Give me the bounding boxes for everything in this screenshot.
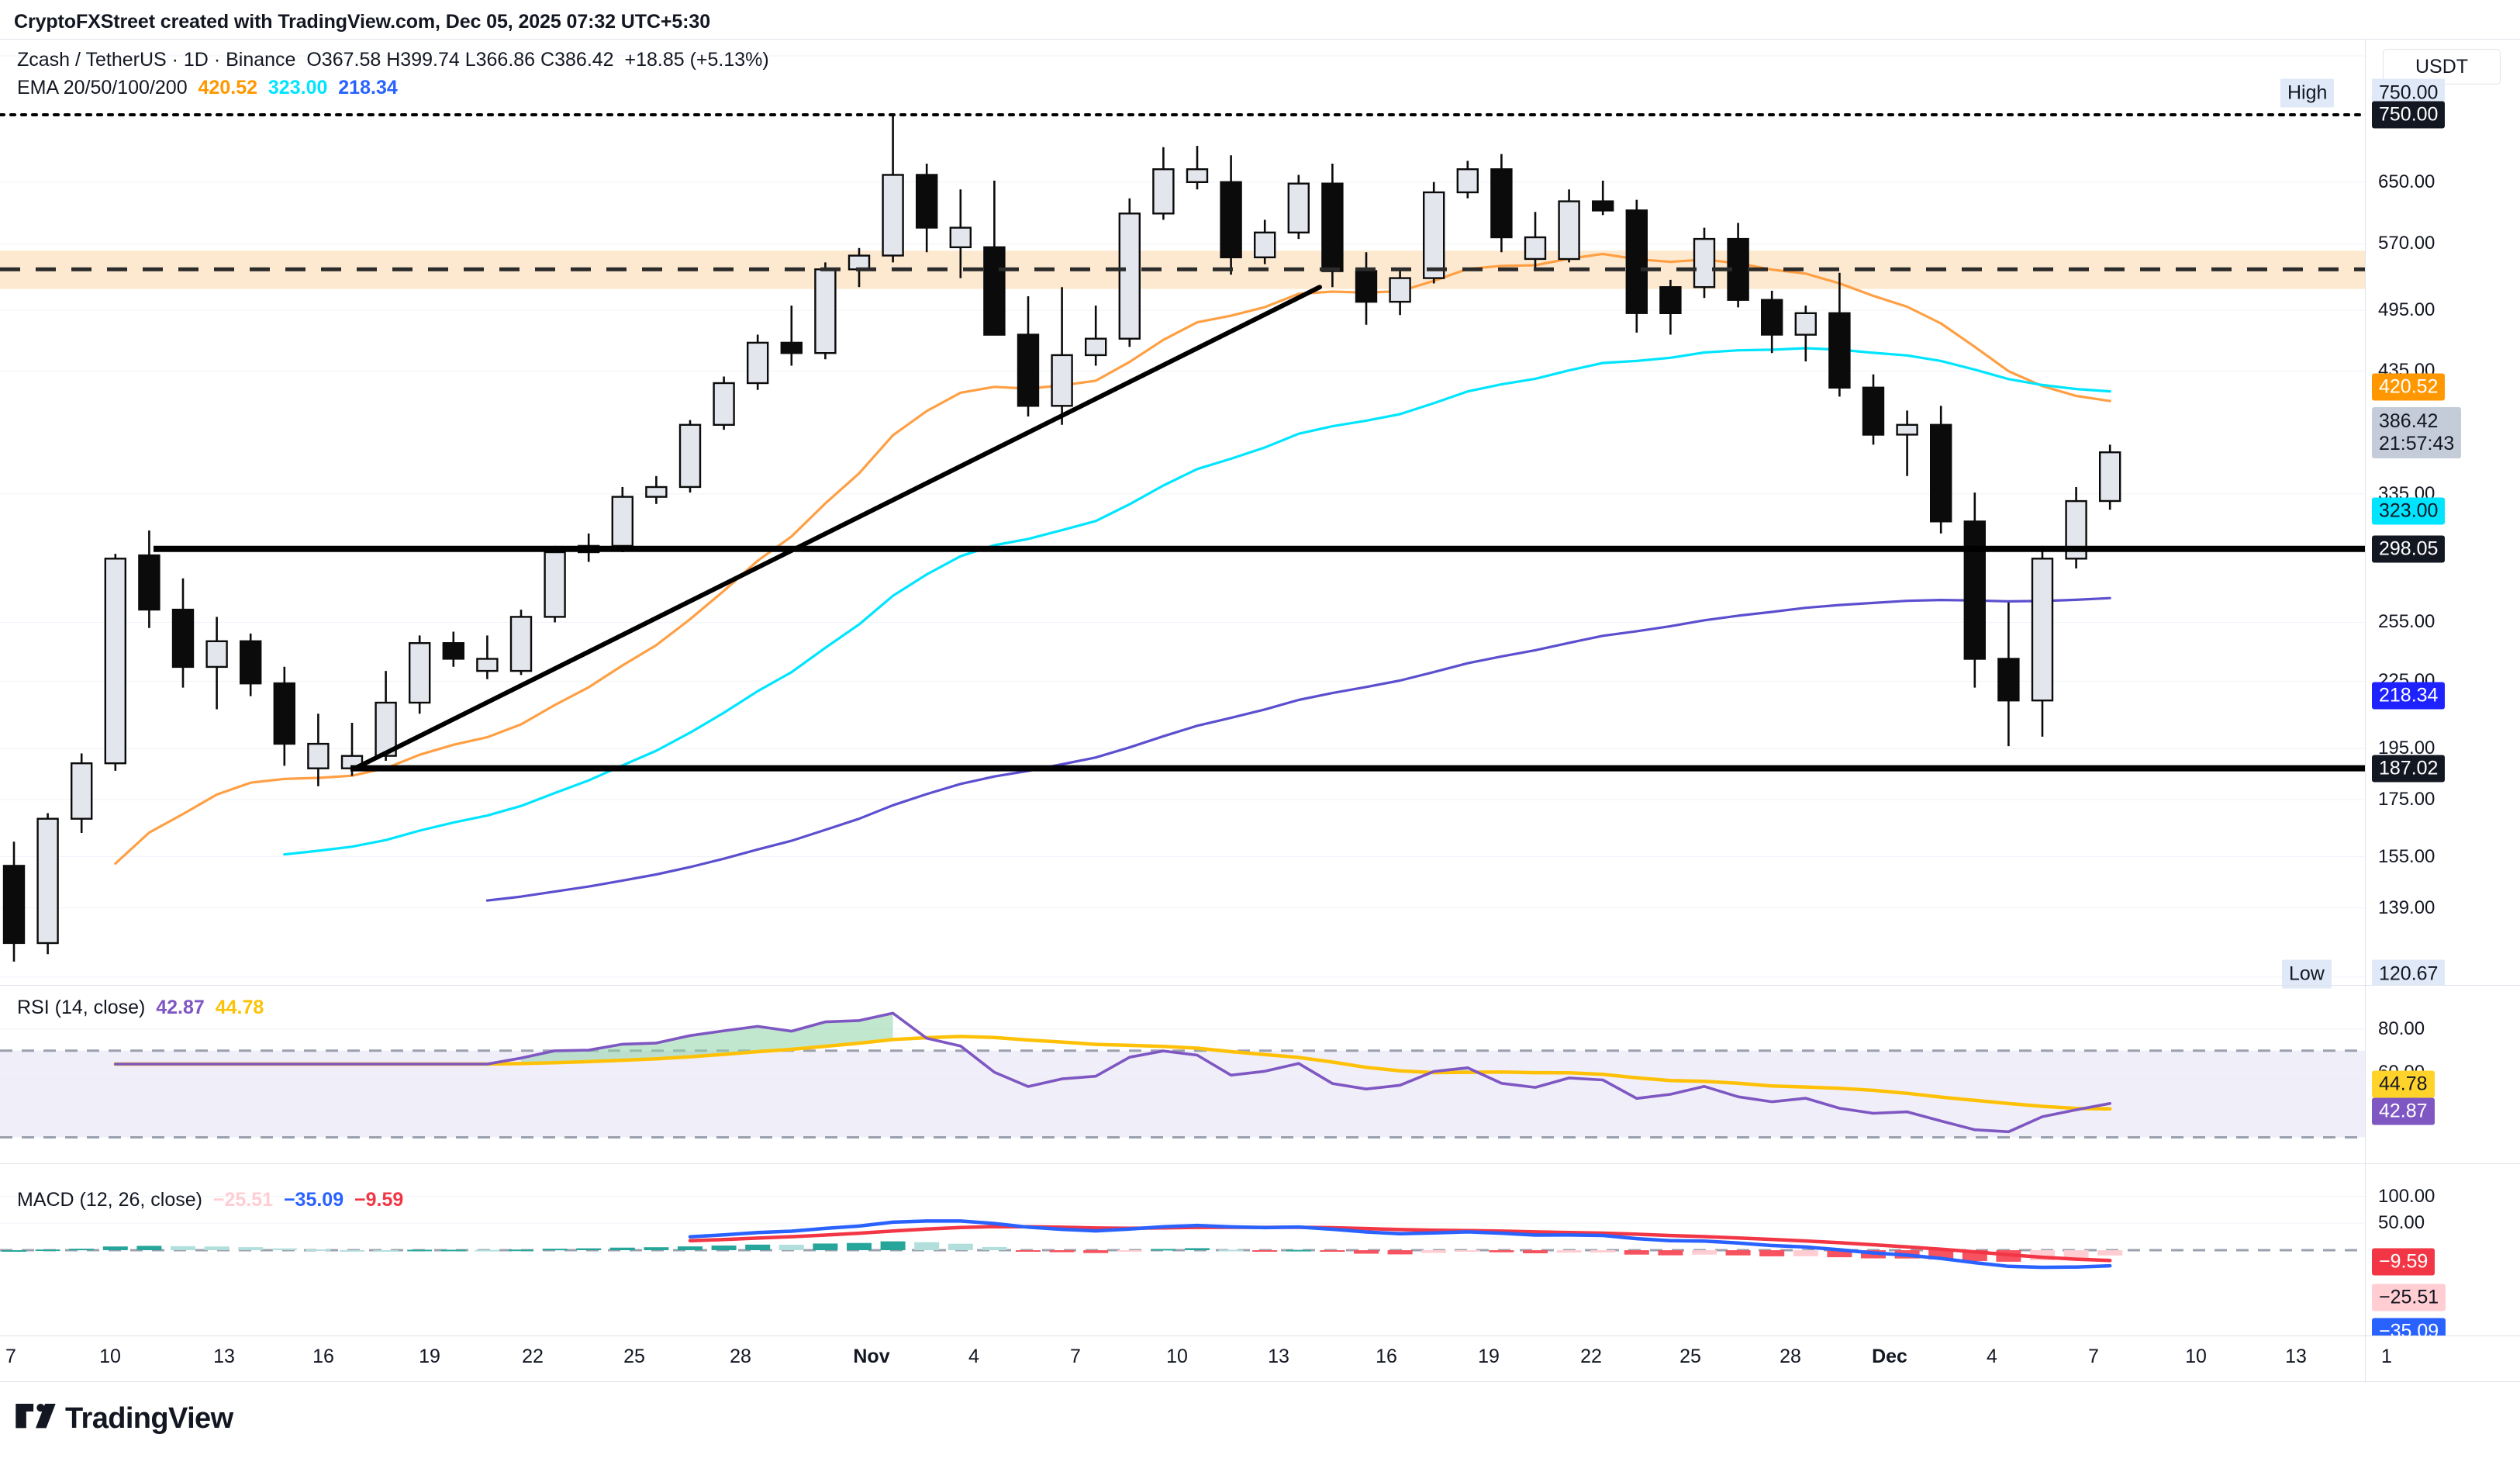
time-axis[interactable]: 7 10 13 16 19 22 25 28 Nov 4 7 10 13 16 19 22 25 28 Dec 4 7 1… bbox=[0, 1336, 2520, 1382]
rsi-chart-svg bbox=[0, 1011, 2365, 1139]
time-label-18: Dec bbox=[1872, 1346, 1907, 1367]
price-tick-139-00: 139.00 bbox=[2378, 897, 2435, 918]
price-badge-386-42-countdown: 21:57:43 bbox=[2379, 433, 2455, 455]
rsi-plot-area[interactable] bbox=[0, 986, 2365, 1163]
time-label-16: 25 bbox=[1679, 1346, 1701, 1367]
time-label-0: 7 bbox=[5, 1346, 16, 1367]
macd-tick-100: 100.00 bbox=[2378, 1185, 2435, 1207]
macd-hist-badge[interactable]: −25.51 bbox=[2372, 1284, 2446, 1311]
rsi-badge[interactable]: 42.87 bbox=[2372, 1097, 2435, 1125]
time-label-7: 28 bbox=[730, 1346, 751, 1367]
price-badge-323-00[interactable]: 323.00 bbox=[2372, 497, 2446, 525]
macd-plot-area[interactable] bbox=[0, 1164, 2365, 1336]
price-badge-750-00[interactable]: 750.00 bbox=[2372, 101, 2446, 129]
rsi-tick-80: 80.00 bbox=[2378, 1018, 2425, 1039]
price-axis[interactable]: USDT 750.00650.00570.00495.00435.00335.0… bbox=[2280, 40, 2520, 989]
time-label-4: 19 bbox=[419, 1346, 440, 1367]
time-axis-separator bbox=[2365, 1336, 2366, 1381]
price-low-label: Low bbox=[2282, 959, 2332, 989]
macd-signal-badge[interactable]: −9.59 bbox=[2372, 1248, 2435, 1276]
price-badge-298-05[interactable]: 298.05 bbox=[2372, 535, 2446, 563]
time-label-13: 16 bbox=[1376, 1346, 1397, 1367]
price-tick-570-00: 570.00 bbox=[2378, 233, 2435, 254]
time-label-14: 19 bbox=[1478, 1346, 1500, 1367]
price-tick-175-00: 175.00 bbox=[2378, 788, 2435, 810]
time-label-5: 22 bbox=[522, 1346, 544, 1367]
time-label-22: 13 bbox=[2285, 1346, 2307, 1367]
price-chart-svg bbox=[0, 55, 2365, 978]
time-label-2: 13 bbox=[213, 1346, 235, 1367]
price-tick-495-00: 495.00 bbox=[2378, 299, 2435, 321]
chart-frame: Zcash / TetherUS · 1D · Binance O367.58 … bbox=[0, 39, 2520, 1346]
price-badge-420-52[interactable]: 420.52 bbox=[2372, 373, 2446, 401]
tradingview-mark-icon bbox=[16, 1403, 56, 1428]
time-label-6: 25 bbox=[623, 1346, 645, 1367]
tradingview-wordmark: TradingView bbox=[65, 1402, 233, 1435]
price-tick-650-00: 650.00 bbox=[2378, 171, 2435, 192]
footer: TradingView bbox=[0, 1388, 2520, 1472]
time-label-15: 22 bbox=[1580, 1346, 1602, 1367]
time-label-23: 1 bbox=[2381, 1346, 2392, 1367]
time-label-12: 13 bbox=[1268, 1346, 1289, 1367]
time-label-17: 28 bbox=[1780, 1346, 1801, 1367]
attribution-text: CryptoFXStreet created with TradingView.… bbox=[14, 11, 711, 33]
price-badge-386-42-value: 386.42 bbox=[2379, 410, 2439, 433]
time-label-9: 4 bbox=[968, 1346, 979, 1367]
price-badge-187-02[interactable]: 187.02 bbox=[2372, 755, 2446, 783]
time-label-8: Nov bbox=[853, 1346, 890, 1367]
price-badge-386-42[interactable]: 386.42 21:57:43 bbox=[2372, 407, 2462, 459]
price-tick-155-00: 155.00 bbox=[2378, 845, 2435, 867]
rsi-ma-badge[interactable]: 44.78 bbox=[2372, 1070, 2435, 1098]
time-label-21: 10 bbox=[2185, 1346, 2207, 1367]
price-high-label: High bbox=[2280, 78, 2335, 108]
price-pane[interactable]: Zcash / TetherUS · 1D · Binance O367.58 … bbox=[0, 40, 2520, 989]
time-label-3: 16 bbox=[312, 1346, 334, 1367]
price-plot-area[interactable] bbox=[0, 40, 2365, 985]
macd-axis[interactable]: 100.00 50.00 −9.59 −25.51 −35.09 bbox=[2365, 1164, 2520, 1346]
macd-chart-svg bbox=[0, 1196, 2365, 1270]
time-label-19: 4 bbox=[1987, 1346, 1997, 1367]
rsi-pane[interactable]: RSI (14, close) 42.87 44.78 80.0060.0044… bbox=[0, 985, 2520, 1163]
time-label-20: 7 bbox=[2088, 1346, 2099, 1367]
price-low-value: 120.67 bbox=[2372, 959, 2446, 989]
price-tick-255-00: 255.00 bbox=[2378, 611, 2435, 633]
macd-tick-50: 50.00 bbox=[2378, 1212, 2425, 1234]
currency-badge[interactable]: USDT bbox=[2383, 49, 2501, 85]
macd-pane[interactable]: MACD (12, 26, close) −25.51 −35.09 −9.59… bbox=[0, 1163, 2520, 1346]
time-label-11: 10 bbox=[1166, 1346, 1188, 1367]
price-badge-218-34[interactable]: 218.34 bbox=[2372, 682, 2446, 710]
tradingview-logo[interactable]: TradingView bbox=[16, 1402, 233, 1436]
time-label-10: 7 bbox=[1070, 1346, 1081, 1367]
time-label-1: 10 bbox=[99, 1346, 121, 1367]
